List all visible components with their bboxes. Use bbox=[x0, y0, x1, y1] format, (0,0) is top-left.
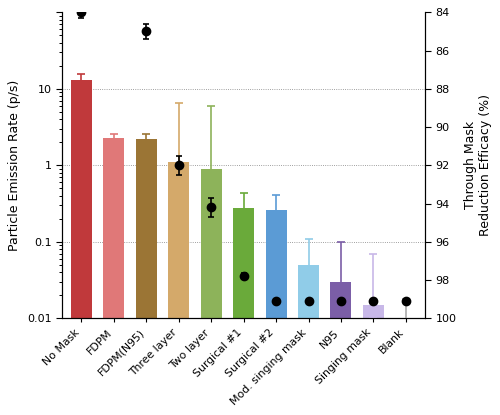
Bar bbox=[396, 318, 416, 415]
Bar bbox=[136, 139, 157, 415]
Y-axis label: Through Mask
Reduction Efficacy (%): Through Mask Reduction Efficacy (%) bbox=[464, 94, 491, 236]
Bar bbox=[200, 169, 222, 415]
Bar bbox=[298, 265, 319, 415]
Y-axis label: Particle Emission Rate (p/s): Particle Emission Rate (p/s) bbox=[8, 80, 22, 251]
Bar bbox=[266, 210, 286, 415]
Bar bbox=[168, 162, 190, 415]
Bar bbox=[104, 138, 124, 415]
Bar bbox=[363, 305, 384, 415]
Bar bbox=[71, 80, 92, 415]
Bar bbox=[233, 208, 254, 415]
Bar bbox=[330, 282, 351, 415]
